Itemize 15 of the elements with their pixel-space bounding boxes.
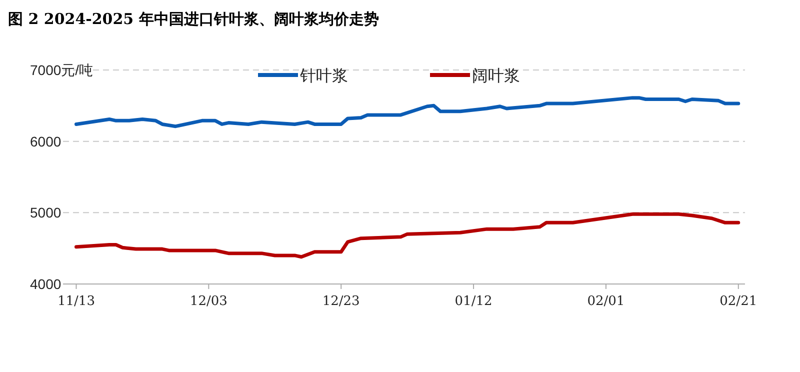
y-tick-label: 5000 xyxy=(30,204,62,221)
x-tick-label: 11/13 xyxy=(58,294,95,309)
x-tick-label: 02/01 xyxy=(587,294,625,309)
line-series xyxy=(74,96,740,128)
x-tick-label: 12/23 xyxy=(322,294,360,309)
y-tick-label: 4000 xyxy=(30,276,62,292)
y-tick-label: 7000元/吨 xyxy=(30,62,94,78)
chart-title: 图 2 2024-2025 年中国进口针叶浆、阔叶浆均价走势 xyxy=(8,10,379,28)
x-tick-label: 01/12 xyxy=(454,294,492,309)
legend-label: 针叶浆 xyxy=(299,67,348,85)
legend-label: 阔叶浆 xyxy=(472,67,520,85)
line-series xyxy=(74,212,740,259)
y-tick-label: 6000 xyxy=(30,133,62,150)
x-tick-label: 02/21 xyxy=(720,294,758,309)
x-tick-label: 12/03 xyxy=(190,294,228,309)
